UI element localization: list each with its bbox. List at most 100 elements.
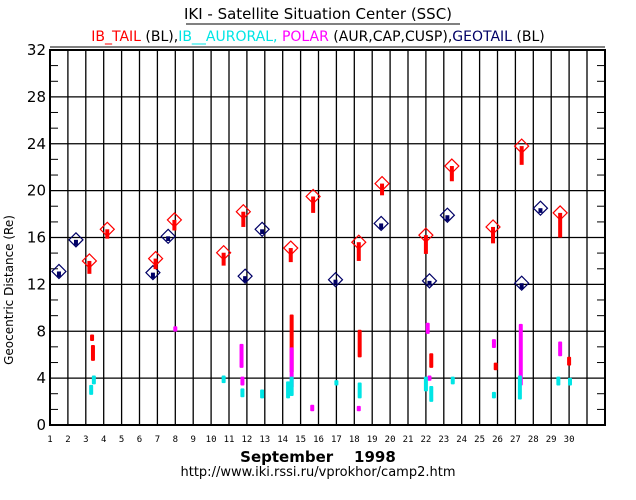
ib-tail-diamond-marker: [235, 203, 252, 220]
ib-tail-diamond-marker: [350, 234, 367, 251]
polar-segment: [491, 339, 496, 348]
ib-tail-low-segment: [429, 353, 434, 368]
geotail-diamond-marker: [373, 215, 389, 232]
x-tick-label: 25: [474, 435, 485, 445]
geotail-track: [445, 215, 450, 222]
polar-segment: [356, 405, 361, 412]
ib-auroral-segment: [240, 388, 245, 398]
ib-auroral-segment: [260, 389, 265, 399]
ib-auroral-segment: [286, 381, 291, 399]
ib-tail-track: [172, 219, 177, 231]
ib-tail-track: [311, 196, 316, 213]
ib-tail-diamond-marker: [166, 212, 183, 228]
polar-segment: [427, 375, 432, 381]
x-tick-label: 23: [438, 435, 449, 445]
x-tick-label: 24: [456, 435, 467, 445]
x-tick-label: 22: [420, 435, 431, 445]
x-tick-label: 12: [241, 435, 252, 445]
x-tick-label: 15: [295, 435, 306, 445]
geotail-diamond-marker: [68, 231, 84, 248]
geotail-track: [379, 223, 384, 230]
ib-tail-diamond-marker: [99, 221, 116, 238]
x-tick-label: 6: [137, 435, 142, 445]
geotail-diamond-marker: [145, 264, 161, 281]
x-tick-label: 7: [155, 435, 160, 445]
legend-entry: IB__AURORAL,: [178, 29, 282, 45]
ib-auroral-segment: [357, 382, 362, 399]
geotail-track: [333, 279, 338, 285]
geotail-track: [73, 239, 78, 246]
ib-tail-low-segment: [567, 356, 572, 366]
geotail-diamond-marker: [51, 263, 67, 280]
y-tick-label: 8: [36, 322, 46, 340]
y-axis-label: Geocentric Distance (Re): [2, 215, 16, 365]
ib-tail-track: [558, 212, 563, 238]
ib-tail-track: [491, 226, 496, 244]
x-tick-label: 8: [173, 435, 178, 445]
ib-tail-track: [356, 242, 361, 261]
ib-auroral-segment: [89, 384, 94, 395]
x-tick-label: 30: [564, 435, 575, 445]
geotail-diamond-marker: [160, 228, 176, 245]
x-tick-label: 13: [259, 435, 270, 445]
geotail-diamond-marker: [532, 200, 549, 217]
geotail-track: [519, 283, 524, 290]
geotail-diamond-marker: [513, 275, 530, 292]
x-tick-label: 18: [349, 435, 360, 445]
geotail-track: [243, 276, 248, 283]
y-tick-label: 28: [27, 88, 46, 106]
ib-tail-diamond-marker: [485, 219, 501, 235]
legend: IB_TAIL (BL),IB__AURORAL, POLAR (AUR,CAP…: [91, 29, 545, 45]
legend-entry: IB_TAIL: [91, 29, 141, 45]
polar-segment: [425, 322, 430, 334]
ib-auroral-segment: [517, 375, 522, 400]
polar-segment: [310, 404, 315, 412]
x-tick-label: 11: [224, 435, 235, 445]
x-tick-label: 17: [331, 435, 342, 445]
ib-auroral-segment: [491, 391, 496, 399]
ib-auroral-segment: [423, 376, 428, 392]
ib-tail-diamond-marker: [147, 250, 164, 267]
geotail-diamond-marker: [254, 221, 270, 238]
x-axis-label: September 1998: [240, 448, 396, 466]
ib-tail-track: [105, 229, 110, 239]
ib-tail-track: [153, 258, 158, 270]
y-tick-label: 20: [27, 182, 46, 200]
ib-tail-low-segment: [90, 344, 95, 361]
footer-url[interactable]: http://www.iki.rssi.ru/vprokhor/camp2.ht…: [181, 465, 456, 480]
ib-tail-diamond-marker: [513, 138, 530, 154]
x-tick-label: 29: [546, 435, 557, 445]
ib-tail-diamond-marker: [305, 188, 321, 205]
ib-auroral-segment: [221, 375, 226, 384]
ib-tail-diamond-marker: [81, 253, 98, 269]
ib-tail-track: [423, 235, 428, 254]
geotail-diamond-marker: [421, 273, 438, 289]
ib-auroral-segment: [450, 376, 455, 385]
ib-tail-low-segment: [357, 329, 362, 358]
x-tick-label: 27: [510, 435, 521, 445]
geotail-diamond-marker: [327, 271, 344, 288]
polar-segment: [240, 376, 245, 386]
x-tick-label: 5: [119, 435, 124, 445]
polar-segment: [518, 323, 523, 386]
ib-auroral-segment: [334, 380, 339, 386]
polar-segment: [239, 343, 244, 368]
ib-tail-low-segment: [493, 362, 498, 371]
x-tick-label: 20: [385, 435, 396, 445]
x-tick-label: 16: [313, 435, 324, 445]
ib-auroral-segment: [567, 377, 572, 386]
ib-tail-diamond-marker: [215, 244, 232, 261]
ib-auroral-segment: [429, 386, 434, 402]
ib-tail-diamond-marker: [282, 240, 299, 256]
x-tick-label: 19: [367, 435, 378, 445]
y-tick-label: 16: [27, 229, 46, 247]
geotail-diamond-marker: [439, 207, 456, 224]
grid: [49, 49, 606, 426]
data-marks: [51, 138, 572, 412]
y-tick-label: 12: [27, 275, 46, 293]
legend-entry: (BL),: [141, 29, 178, 45]
geotail-track: [56, 271, 61, 278]
geotail-track: [260, 229, 265, 234]
chart-title: IKI - Satellite Situation Center (SSC): [184, 5, 452, 23]
